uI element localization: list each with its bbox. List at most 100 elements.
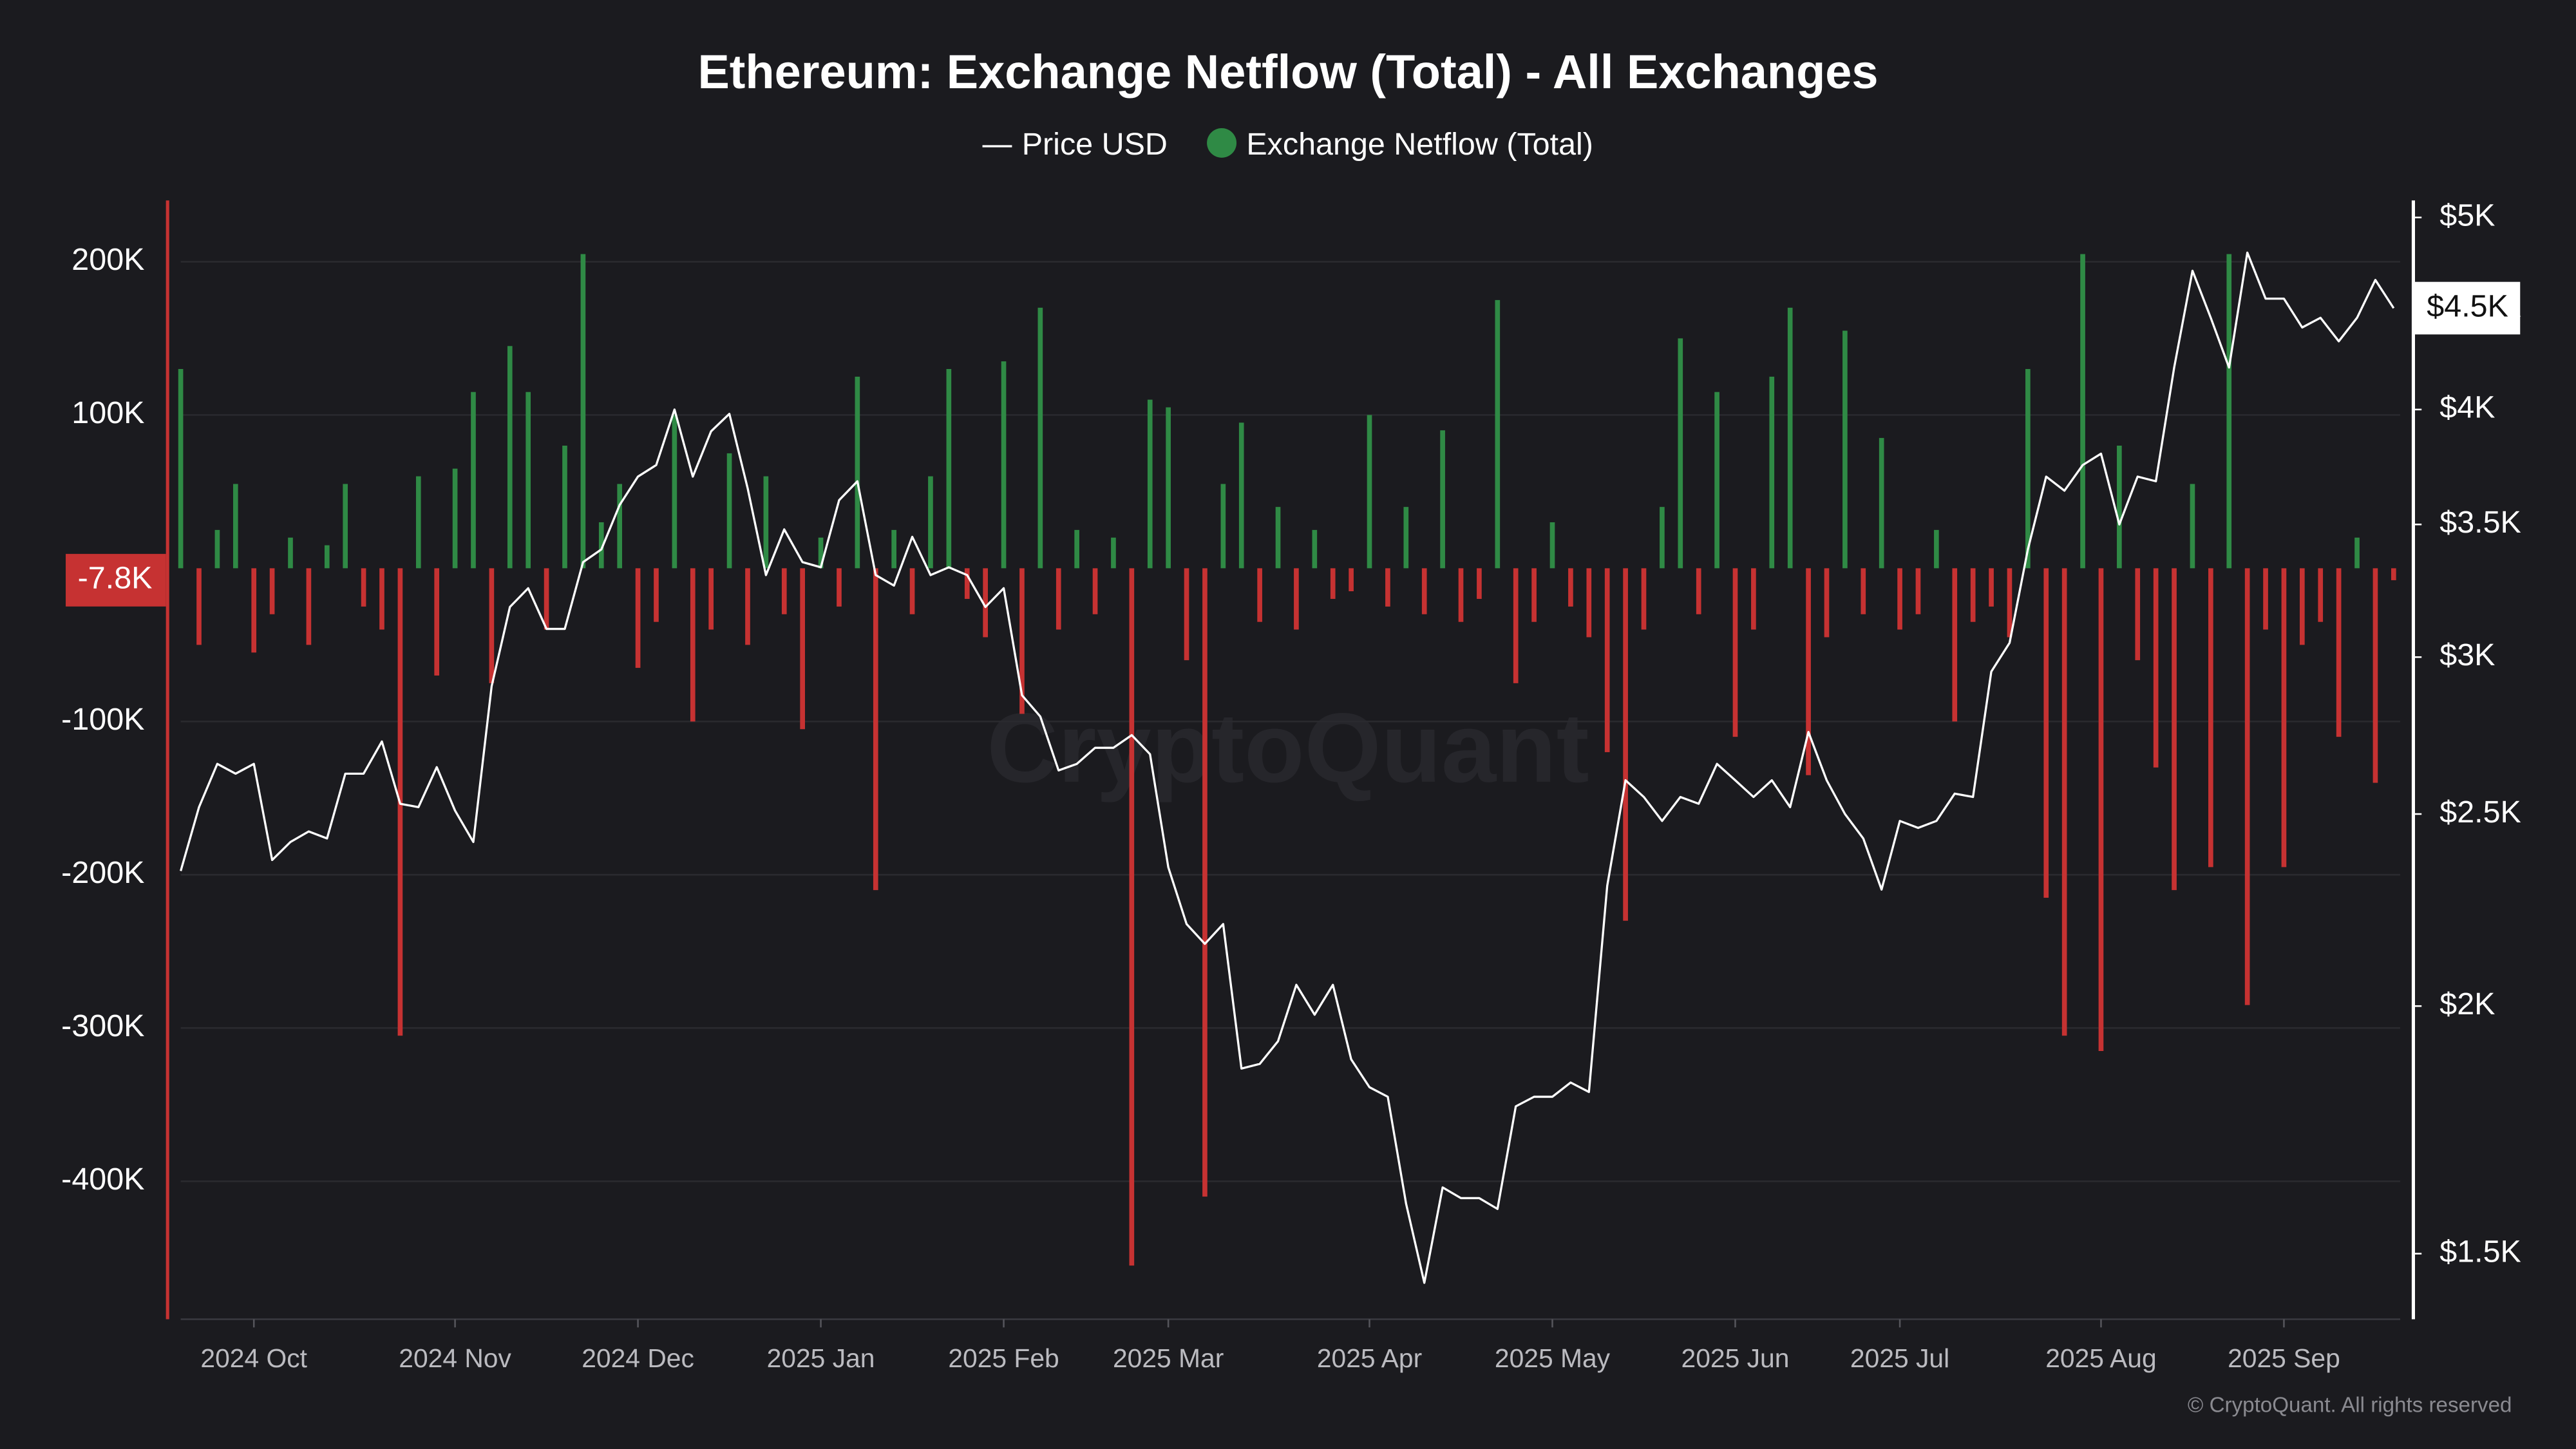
bar — [1952, 568, 1958, 722]
x-tick-label: 2025 Mar — [1113, 1343, 1224, 1373]
bar — [2354, 537, 2360, 569]
bar — [544, 568, 549, 630]
bar — [964, 568, 970, 599]
bar — [1915, 568, 1921, 614]
bar — [1751, 568, 1756, 630]
y2-tick-label: $2K — [2439, 987, 2495, 1021]
bar — [2190, 484, 2195, 569]
bar — [1275, 507, 1281, 569]
bar — [1989, 568, 1994, 607]
bar — [1367, 415, 1372, 569]
bar — [1092, 568, 1098, 614]
bar — [1111, 537, 1116, 569]
x-tick-label: 2025 Feb — [948, 1343, 1059, 1373]
bar — [855, 376, 860, 569]
x-tick-label: 2024 Oct — [200, 1343, 307, 1373]
bar — [654, 568, 659, 622]
legend-swatch — [1207, 128, 1237, 158]
bar — [1678, 338, 1683, 569]
bar — [1513, 568, 1519, 683]
bar — [2135, 568, 2141, 661]
x-tick-label: 2025 Jul — [1850, 1343, 1949, 1373]
bar — [946, 369, 952, 569]
bar — [1531, 568, 1537, 622]
x-tick-label: 2024 Nov — [399, 1343, 511, 1373]
bar — [891, 529, 896, 569]
x-tick-label: 2025 Aug — [2045, 1343, 2156, 1373]
y-tick-label: -200K — [61, 855, 144, 890]
bar — [1458, 568, 1464, 622]
bar — [1238, 422, 1244, 569]
bar — [2372, 568, 2378, 783]
bar — [1586, 568, 1592, 638]
price-line — [180, 251, 2395, 1284]
bar — [507, 346, 513, 569]
bar — [1001, 361, 1007, 569]
bar — [2080, 254, 2085, 569]
x-tick-label: 2025 May — [1495, 1343, 1611, 1373]
bar — [1714, 392, 1719, 569]
y2-tick-label: $3.5K — [2439, 505, 2521, 540]
bar — [2244, 568, 2250, 1005]
bar — [1970, 568, 1976, 622]
bar — [726, 453, 732, 569]
bar — [1477, 568, 1482, 599]
bar — [1787, 307, 1793, 569]
bar — [1403, 507, 1409, 569]
bar — [251, 568, 257, 653]
bar — [2153, 568, 2159, 768]
x-tick-label: 2024 Dec — [582, 1343, 694, 1373]
bar — [1129, 568, 1135, 1266]
bar — [2263, 568, 2268, 630]
bar — [1330, 568, 1336, 599]
x-tick-label: 2025 Apr — [1317, 1343, 1422, 1373]
bar — [1897, 568, 1902, 630]
bar — [306, 568, 312, 645]
bar — [1604, 568, 1610, 752]
bar — [1421, 568, 1427, 614]
bar — [1934, 529, 1939, 569]
bar — [1312, 529, 1318, 569]
bar — [269, 568, 275, 614]
bar — [1184, 568, 1189, 661]
x-tick-label: 2025 Jan — [767, 1343, 875, 1373]
bar — [2318, 568, 2324, 622]
bar — [214, 529, 220, 569]
bar — [1257, 568, 1262, 622]
bar — [1769, 376, 1775, 569]
bar — [2300, 568, 2305, 645]
last-value-label: -7.8K — [78, 561, 153, 596]
bar — [2025, 369, 2031, 569]
bar — [1019, 568, 1025, 714]
bar — [1549, 522, 1555, 569]
bar — [745, 568, 750, 645]
bar — [1056, 568, 1061, 630]
bar — [2098, 568, 2104, 1052]
bar — [1037, 307, 1043, 569]
bar — [489, 568, 495, 683]
bar — [873, 568, 878, 891]
last-value-box — [66, 554, 166, 607]
bar — [1623, 568, 1628, 921]
bar — [1349, 568, 1354, 592]
bar — [2336, 568, 2342, 737]
bar — [415, 476, 421, 569]
bar — [434, 568, 440, 676]
bar — [617, 484, 623, 569]
bar — [708, 568, 714, 630]
bar — [672, 415, 677, 569]
bar — [2208, 568, 2213, 867]
bar — [1202, 568, 1208, 1197]
bar — [526, 392, 531, 569]
x-tick-label: 2025 Jun — [1681, 1343, 1790, 1373]
bar — [928, 476, 933, 569]
watermark: CryptoQuant — [987, 693, 1589, 803]
bar — [1842, 330, 1848, 569]
legend-label: Exchange Netflow (Total) — [1246, 127, 1593, 162]
bar — [1824, 568, 1830, 638]
y2-tick-label: $4K — [2439, 390, 2495, 425]
bar — [800, 568, 805, 730]
